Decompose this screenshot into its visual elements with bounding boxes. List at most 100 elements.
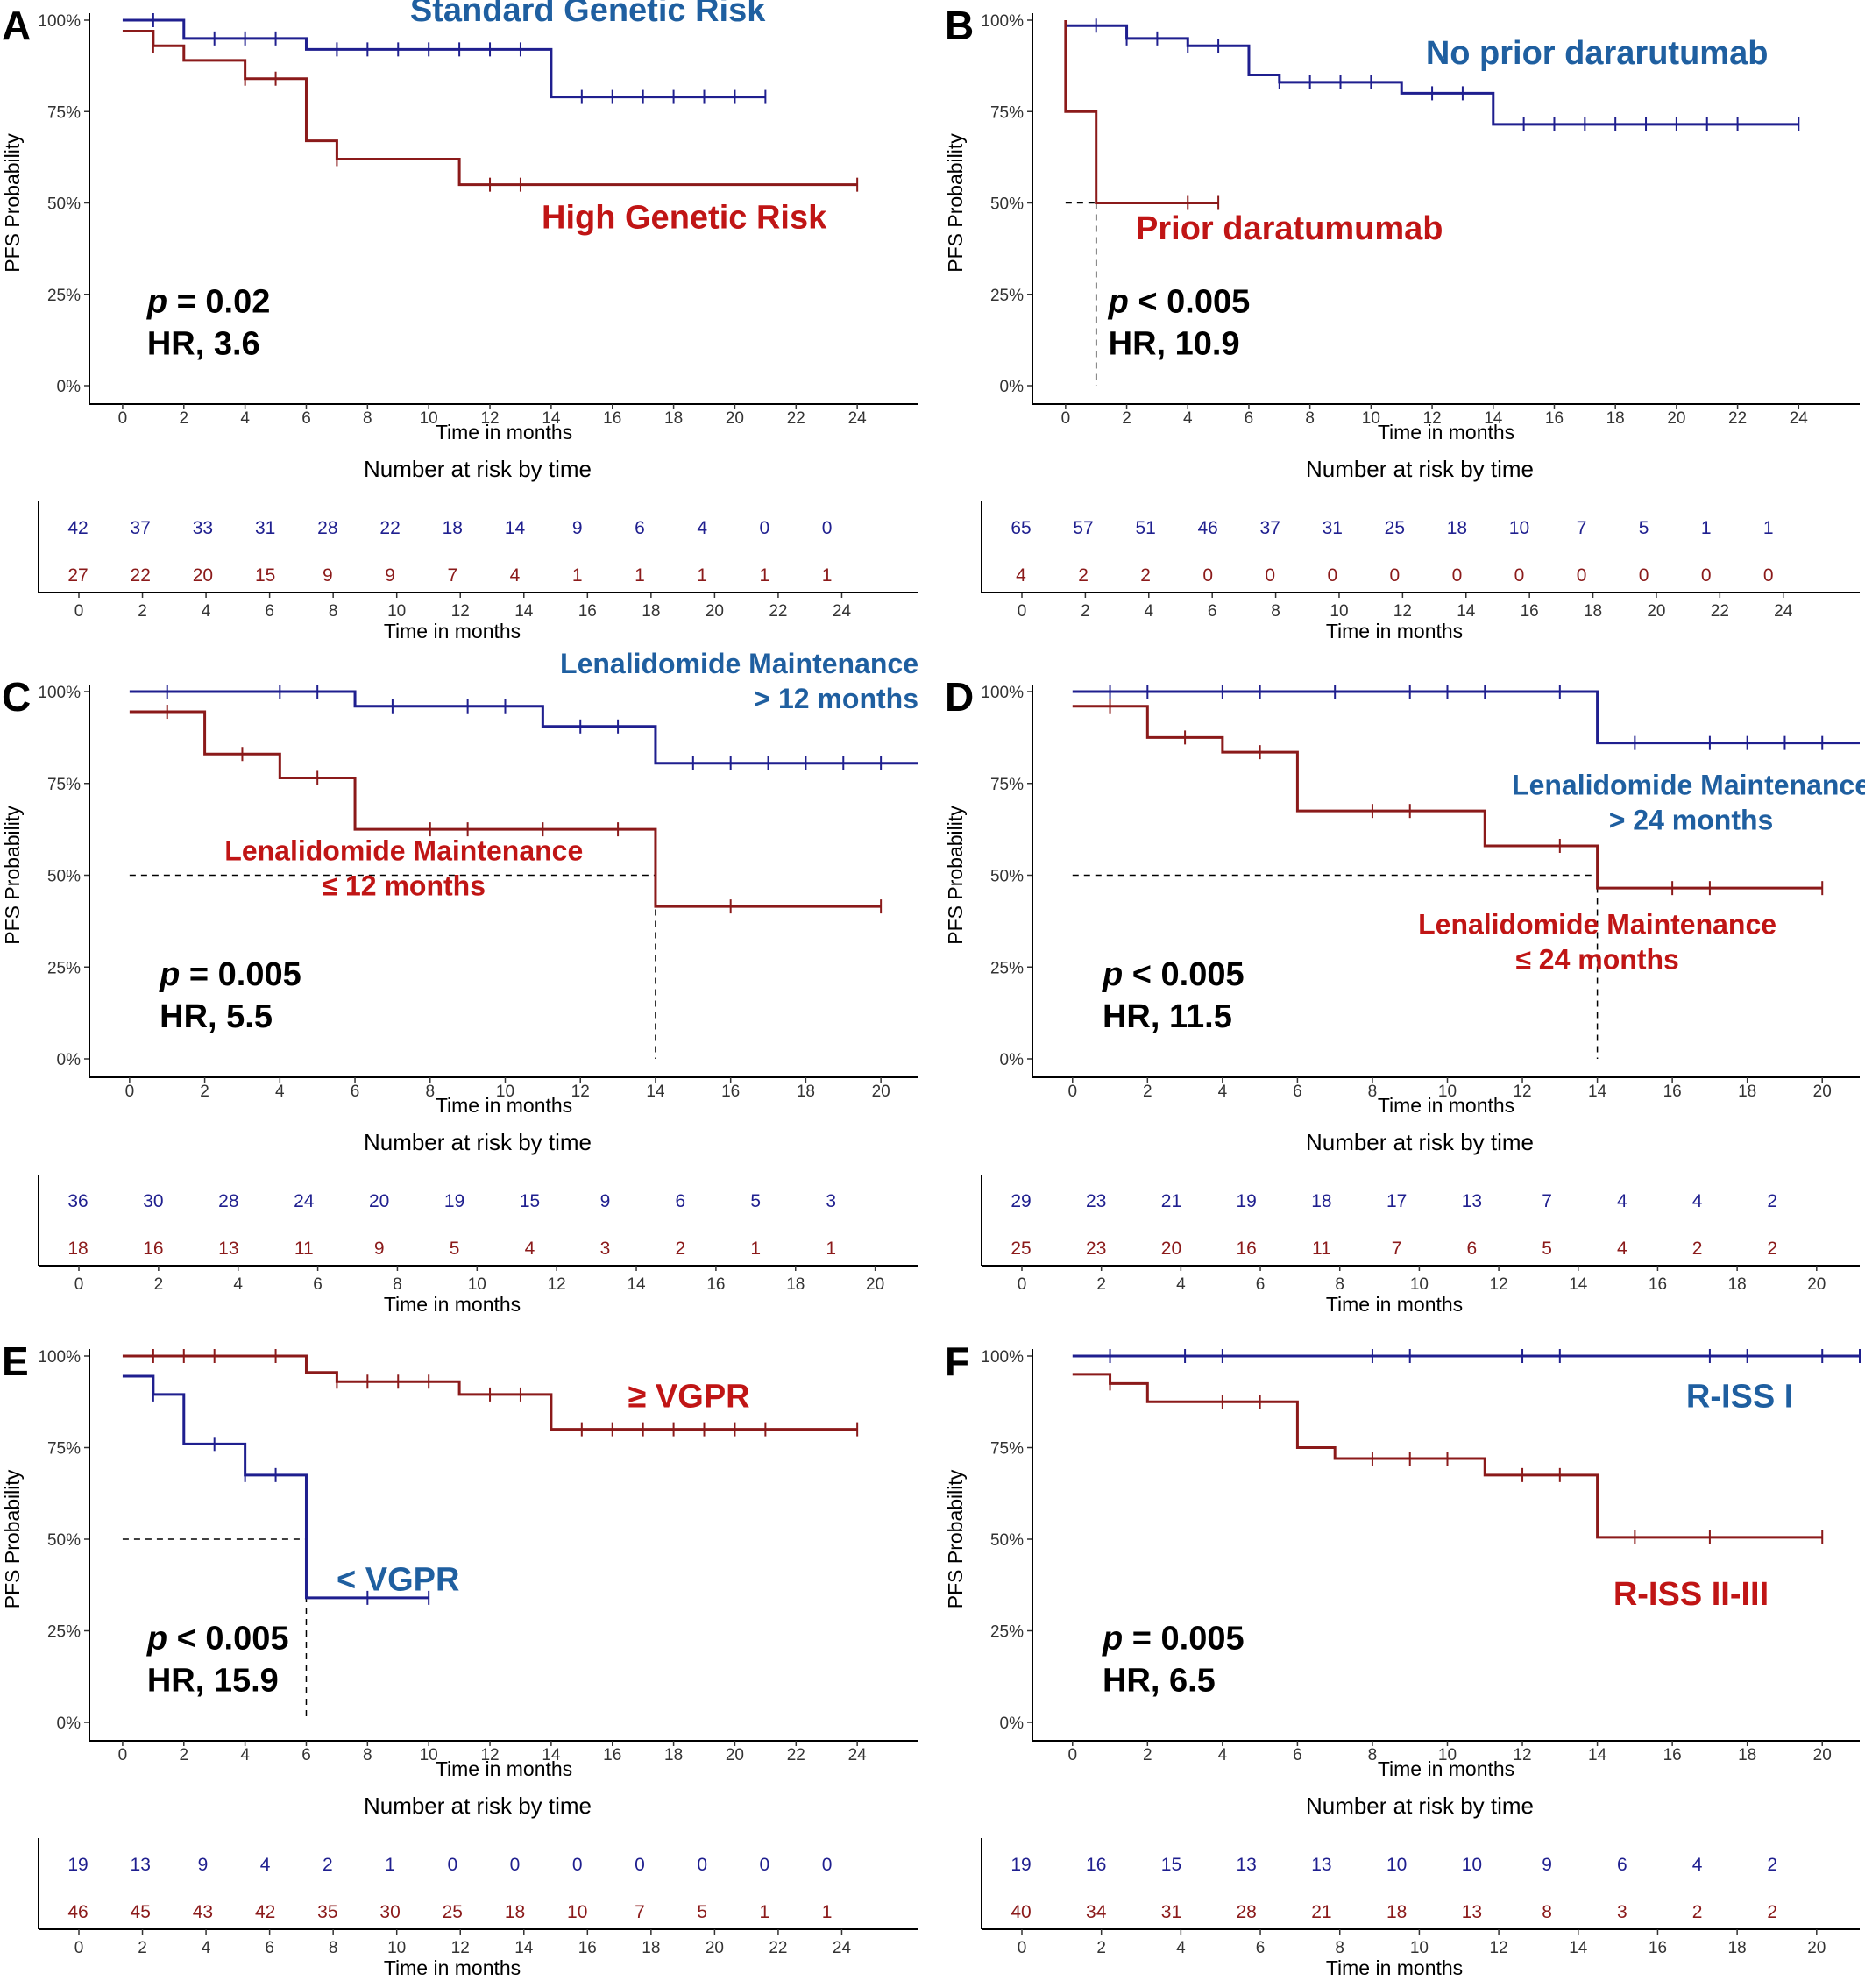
x-tick-label: 0 — [1067, 1746, 1077, 1764]
y-tick-label: 75% — [47, 103, 81, 122]
risk-count-blue: 6 — [1617, 1855, 1627, 1875]
risk-x-tick-label: 10 — [1330, 602, 1348, 621]
risk-count-red: 2 — [675, 1239, 685, 1259]
risk-count-blue: 10 — [1386, 1855, 1407, 1875]
risk-count-red: 22 — [131, 565, 151, 586]
risk-count-red: 9 — [374, 1239, 385, 1259]
risk-count-red: 46 — [67, 1902, 88, 1922]
risk-count-red: 4 — [525, 1239, 535, 1259]
y-tick-label: 25% — [990, 1623, 1024, 1642]
x-tick-label: 16 — [603, 1746, 621, 1764]
risk-count-red: 18 — [67, 1239, 88, 1259]
x-axis-label: Time in months — [1378, 421, 1514, 444]
risk-count-blue: 18 — [443, 518, 463, 538]
risk-count-red: 4 — [1617, 1239, 1627, 1259]
risk-count-blue: 33 — [193, 518, 213, 538]
risk-x-tick-label: 14 — [514, 602, 534, 621]
risk-count-red: 0 — [1639, 565, 1649, 586]
risk-x-tick-label: 14 — [1569, 1275, 1588, 1294]
risk-x-tick-label: 16 — [1521, 602, 1539, 621]
series-label-red: R-ISS II-III — [1613, 1576, 1769, 1613]
series-label-line: ≤ 24 months — [1515, 944, 1678, 976]
risk-count-red: 5 — [450, 1239, 460, 1259]
risk-x-tick-label: 8 — [1335, 1275, 1344, 1294]
risk-x-tick-label: 16 — [1649, 1275, 1667, 1294]
km-curve-red — [1072, 1373, 1823, 1539]
risk-x-tick-label: 14 — [1569, 1939, 1588, 1957]
risk-count-blue: 4 — [697, 518, 707, 538]
risk-count-blue: 10 — [1462, 1855, 1482, 1875]
risk-count-red: 0 — [1202, 565, 1213, 586]
risk-x-axis-label: Time in months — [384, 620, 521, 643]
risk-x-tick-label: 18 — [1584, 602, 1602, 621]
risk-count-blue: 23 — [1086, 1191, 1106, 1211]
risk-count-red: 1 — [697, 565, 707, 586]
risk-count-blue: 0 — [510, 1855, 521, 1875]
risk-count-red: 21 — [1311, 1902, 1331, 1922]
risk-count-red: 25 — [443, 1902, 463, 1922]
risk-count-blue: 18 — [1311, 1191, 1331, 1211]
risk-count-blue: 4 — [1692, 1191, 1703, 1211]
series-label-line: ≤ 12 months — [323, 870, 486, 902]
risk-x-tick-label: 4 — [233, 1275, 243, 1294]
risk-count-red: 35 — [317, 1902, 337, 1922]
x-tick-label: 20 — [726, 1746, 744, 1764]
risk-x-tick-label: 10 — [387, 1939, 406, 1957]
x-tick-label: 4 — [240, 409, 250, 428]
risk-x-tick-label: 20 — [706, 1939, 724, 1957]
km-curve-blue — [129, 690, 918, 765]
risk-count-red: 0 — [1701, 565, 1712, 586]
risk-x-tick-label: 2 — [138, 602, 147, 621]
risk-x-tick-label: 2 — [154, 1275, 164, 1294]
risk-count-blue: 13 — [1237, 1855, 1257, 1875]
risk-count-blue: 37 — [1260, 518, 1280, 538]
risk-count-red: 18 — [1386, 1902, 1407, 1922]
risk-x-tick-label: 4 — [202, 1939, 211, 1957]
y-axis-label: PFS Probability — [1, 1469, 24, 1608]
y-axis-label: PFS Probability — [944, 1469, 967, 1608]
x-tick-label: 18 — [1738, 1083, 1756, 1101]
y-tick-label: 50% — [990, 868, 1024, 886]
risk-count-red: 1 — [750, 1239, 761, 1259]
x-tick-label: 8 — [1368, 1083, 1378, 1101]
risk-count-blue: 19 — [67, 1855, 88, 1875]
x-tick-label: 2 — [179, 1746, 188, 1764]
risk-count-blue: 9 — [198, 1855, 209, 1875]
x-tick-label: 10 — [420, 1746, 438, 1764]
hazard-ratio: HR, 10.9 — [1109, 326, 1240, 363]
risk-count-blue: 0 — [635, 1855, 645, 1875]
risk-count-blue: 51 — [1135, 518, 1155, 538]
risk-x-tick-label: 20 — [1647, 602, 1665, 621]
risk-x-tick-label: 4 — [1176, 1939, 1186, 1957]
panel-letter: A — [2, 3, 31, 48]
risk-count-red: 1 — [635, 565, 645, 586]
x-tick-label: 12 — [1423, 409, 1442, 428]
y-tick-label: 0% — [57, 1051, 82, 1069]
x-tick-label: 2 — [179, 409, 188, 428]
risk-x-tick-label: 10 — [468, 1275, 486, 1294]
x-tick-label: 10 — [496, 1083, 514, 1101]
risk-count-blue: 15 — [1161, 1855, 1181, 1875]
risk-count-red: 34 — [1086, 1902, 1107, 1922]
risk-count-red: 7 — [635, 1902, 645, 1922]
x-axis-label: Time in months — [1378, 1094, 1514, 1117]
risk-x-axis-label: Time in months — [384, 1956, 521, 1979]
risk-count-blue: 3 — [826, 1191, 836, 1211]
risk-x-tick-label: 8 — [1271, 602, 1280, 621]
x-tick-label: 14 — [542, 409, 561, 428]
p-symbol: p — [146, 1620, 167, 1657]
series-label-line: Lenalidomide Maintenance — [224, 835, 583, 867]
risk-count-red: 27 — [67, 565, 88, 586]
y-tick-label: 0% — [1000, 1051, 1025, 1069]
x-tick-label: 12 — [1513, 1083, 1531, 1101]
risk-count-blue: 28 — [218, 1191, 238, 1211]
x-tick-label: 20 — [1813, 1083, 1832, 1101]
risk-count-red: 25 — [1011, 1239, 1031, 1259]
risk-x-tick-label: 4 — [1144, 602, 1153, 621]
x-tick-label: 22 — [1728, 409, 1747, 428]
x-tick-label: 12 — [480, 1746, 499, 1764]
risk-count-red: 2 — [1767, 1902, 1777, 1922]
hazard-ratio: HR, 3.6 — [147, 326, 260, 363]
